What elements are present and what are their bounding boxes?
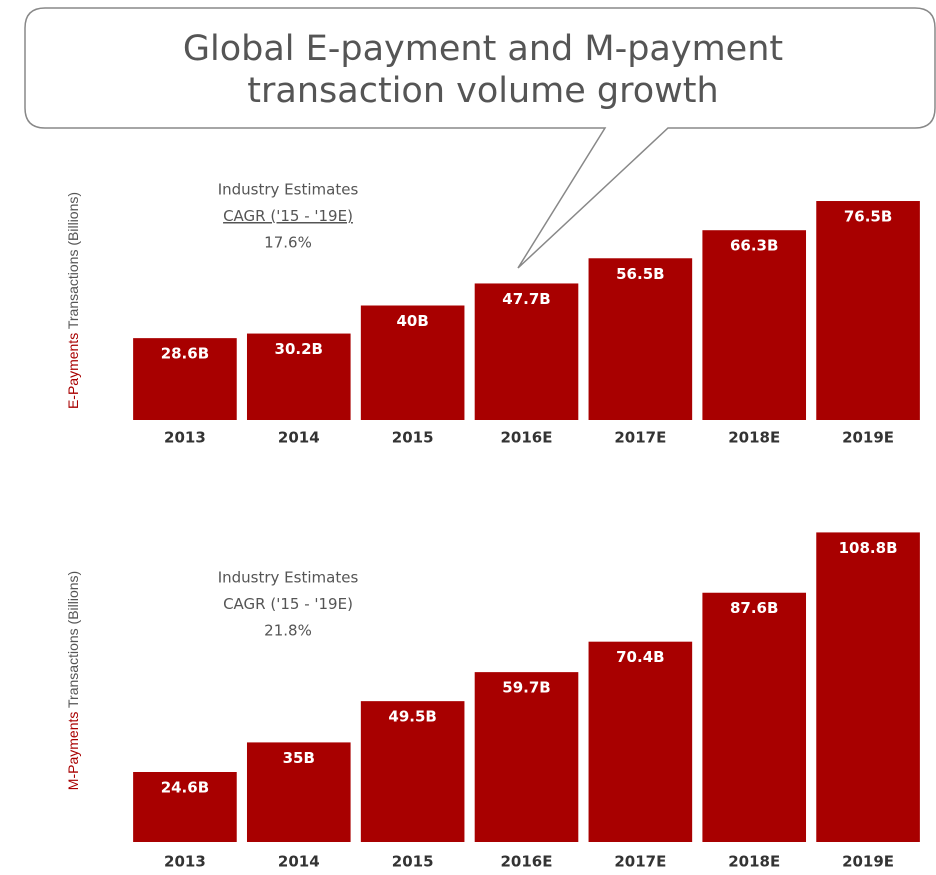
x-tick-label: 2015 xyxy=(392,853,434,871)
y-axis-label-highlight: M-Payments xyxy=(65,712,81,791)
value-label: 56.5B xyxy=(616,265,664,283)
value-label: 108.8B xyxy=(839,539,898,557)
bar xyxy=(360,305,465,420)
y-axis-label-rest: Transactions (Billions) xyxy=(65,571,81,708)
annotation: 21.8% xyxy=(264,622,312,640)
x-tick-label: 2014 xyxy=(278,853,320,871)
value-label: 35B xyxy=(283,749,315,767)
bar xyxy=(360,701,465,842)
value-label: 30.2B xyxy=(275,340,323,358)
value-label: 47.7B xyxy=(502,290,550,308)
bar xyxy=(474,672,579,842)
value-label: 59.7B xyxy=(502,679,550,697)
x-tick-label: 2013 xyxy=(164,429,206,447)
bar xyxy=(133,338,237,420)
bar xyxy=(816,201,920,420)
x-tick-label: 2017E xyxy=(614,429,666,447)
chart-title: Global E-payment and M-payment transacti… xyxy=(182,29,784,111)
value-label: 66.3B xyxy=(730,237,778,255)
value-label: 87.6B xyxy=(730,599,778,617)
y-axis-label: E-Payments Transactions (Billions) xyxy=(65,192,81,409)
annotation: Industry Estimates xyxy=(218,181,359,199)
annotation: CAGR ('15 - '19E) xyxy=(223,595,353,613)
bar xyxy=(246,333,351,420)
bar xyxy=(702,592,807,842)
annotation: Industry Estimates xyxy=(218,569,359,587)
annotation: CAGR ('15 - '19E) xyxy=(223,207,353,225)
x-tick-label: 2015 xyxy=(392,429,434,447)
value-label: 49.5B xyxy=(388,708,436,726)
value-label: 28.6B xyxy=(161,345,209,363)
x-tick-label: 2016E xyxy=(501,853,553,871)
x-tick-label: 2017E xyxy=(614,853,666,871)
bar xyxy=(588,258,693,420)
bar xyxy=(474,283,579,420)
bar xyxy=(588,641,693,842)
value-label: 70.4B xyxy=(616,648,664,666)
value-label: 40B xyxy=(396,312,428,330)
y-axis-label-rest: Transactions (Billions) xyxy=(65,192,81,329)
value-label: 76.5B xyxy=(844,208,892,226)
value-label: 24.6B xyxy=(161,779,209,797)
x-tick-label: 2018E xyxy=(728,853,780,871)
x-tick-label: 2019E xyxy=(842,853,894,871)
y-axis-label-highlight: E-Payments xyxy=(65,333,81,409)
annotation: 17.6% xyxy=(264,234,312,252)
x-tick-label: 2018E xyxy=(728,429,780,447)
x-tick-label: 2016E xyxy=(501,429,553,447)
y-axis-label: M-Payments Transactions (Billions) xyxy=(65,571,81,790)
x-tick-label: 2019E xyxy=(842,429,894,447)
bar xyxy=(246,742,351,842)
speech-bubble xyxy=(24,7,936,269)
bar xyxy=(702,230,807,420)
x-tick-label: 2013 xyxy=(164,853,206,871)
bar xyxy=(816,532,920,842)
x-tick-label: 2014 xyxy=(278,429,320,447)
bar xyxy=(133,772,237,842)
